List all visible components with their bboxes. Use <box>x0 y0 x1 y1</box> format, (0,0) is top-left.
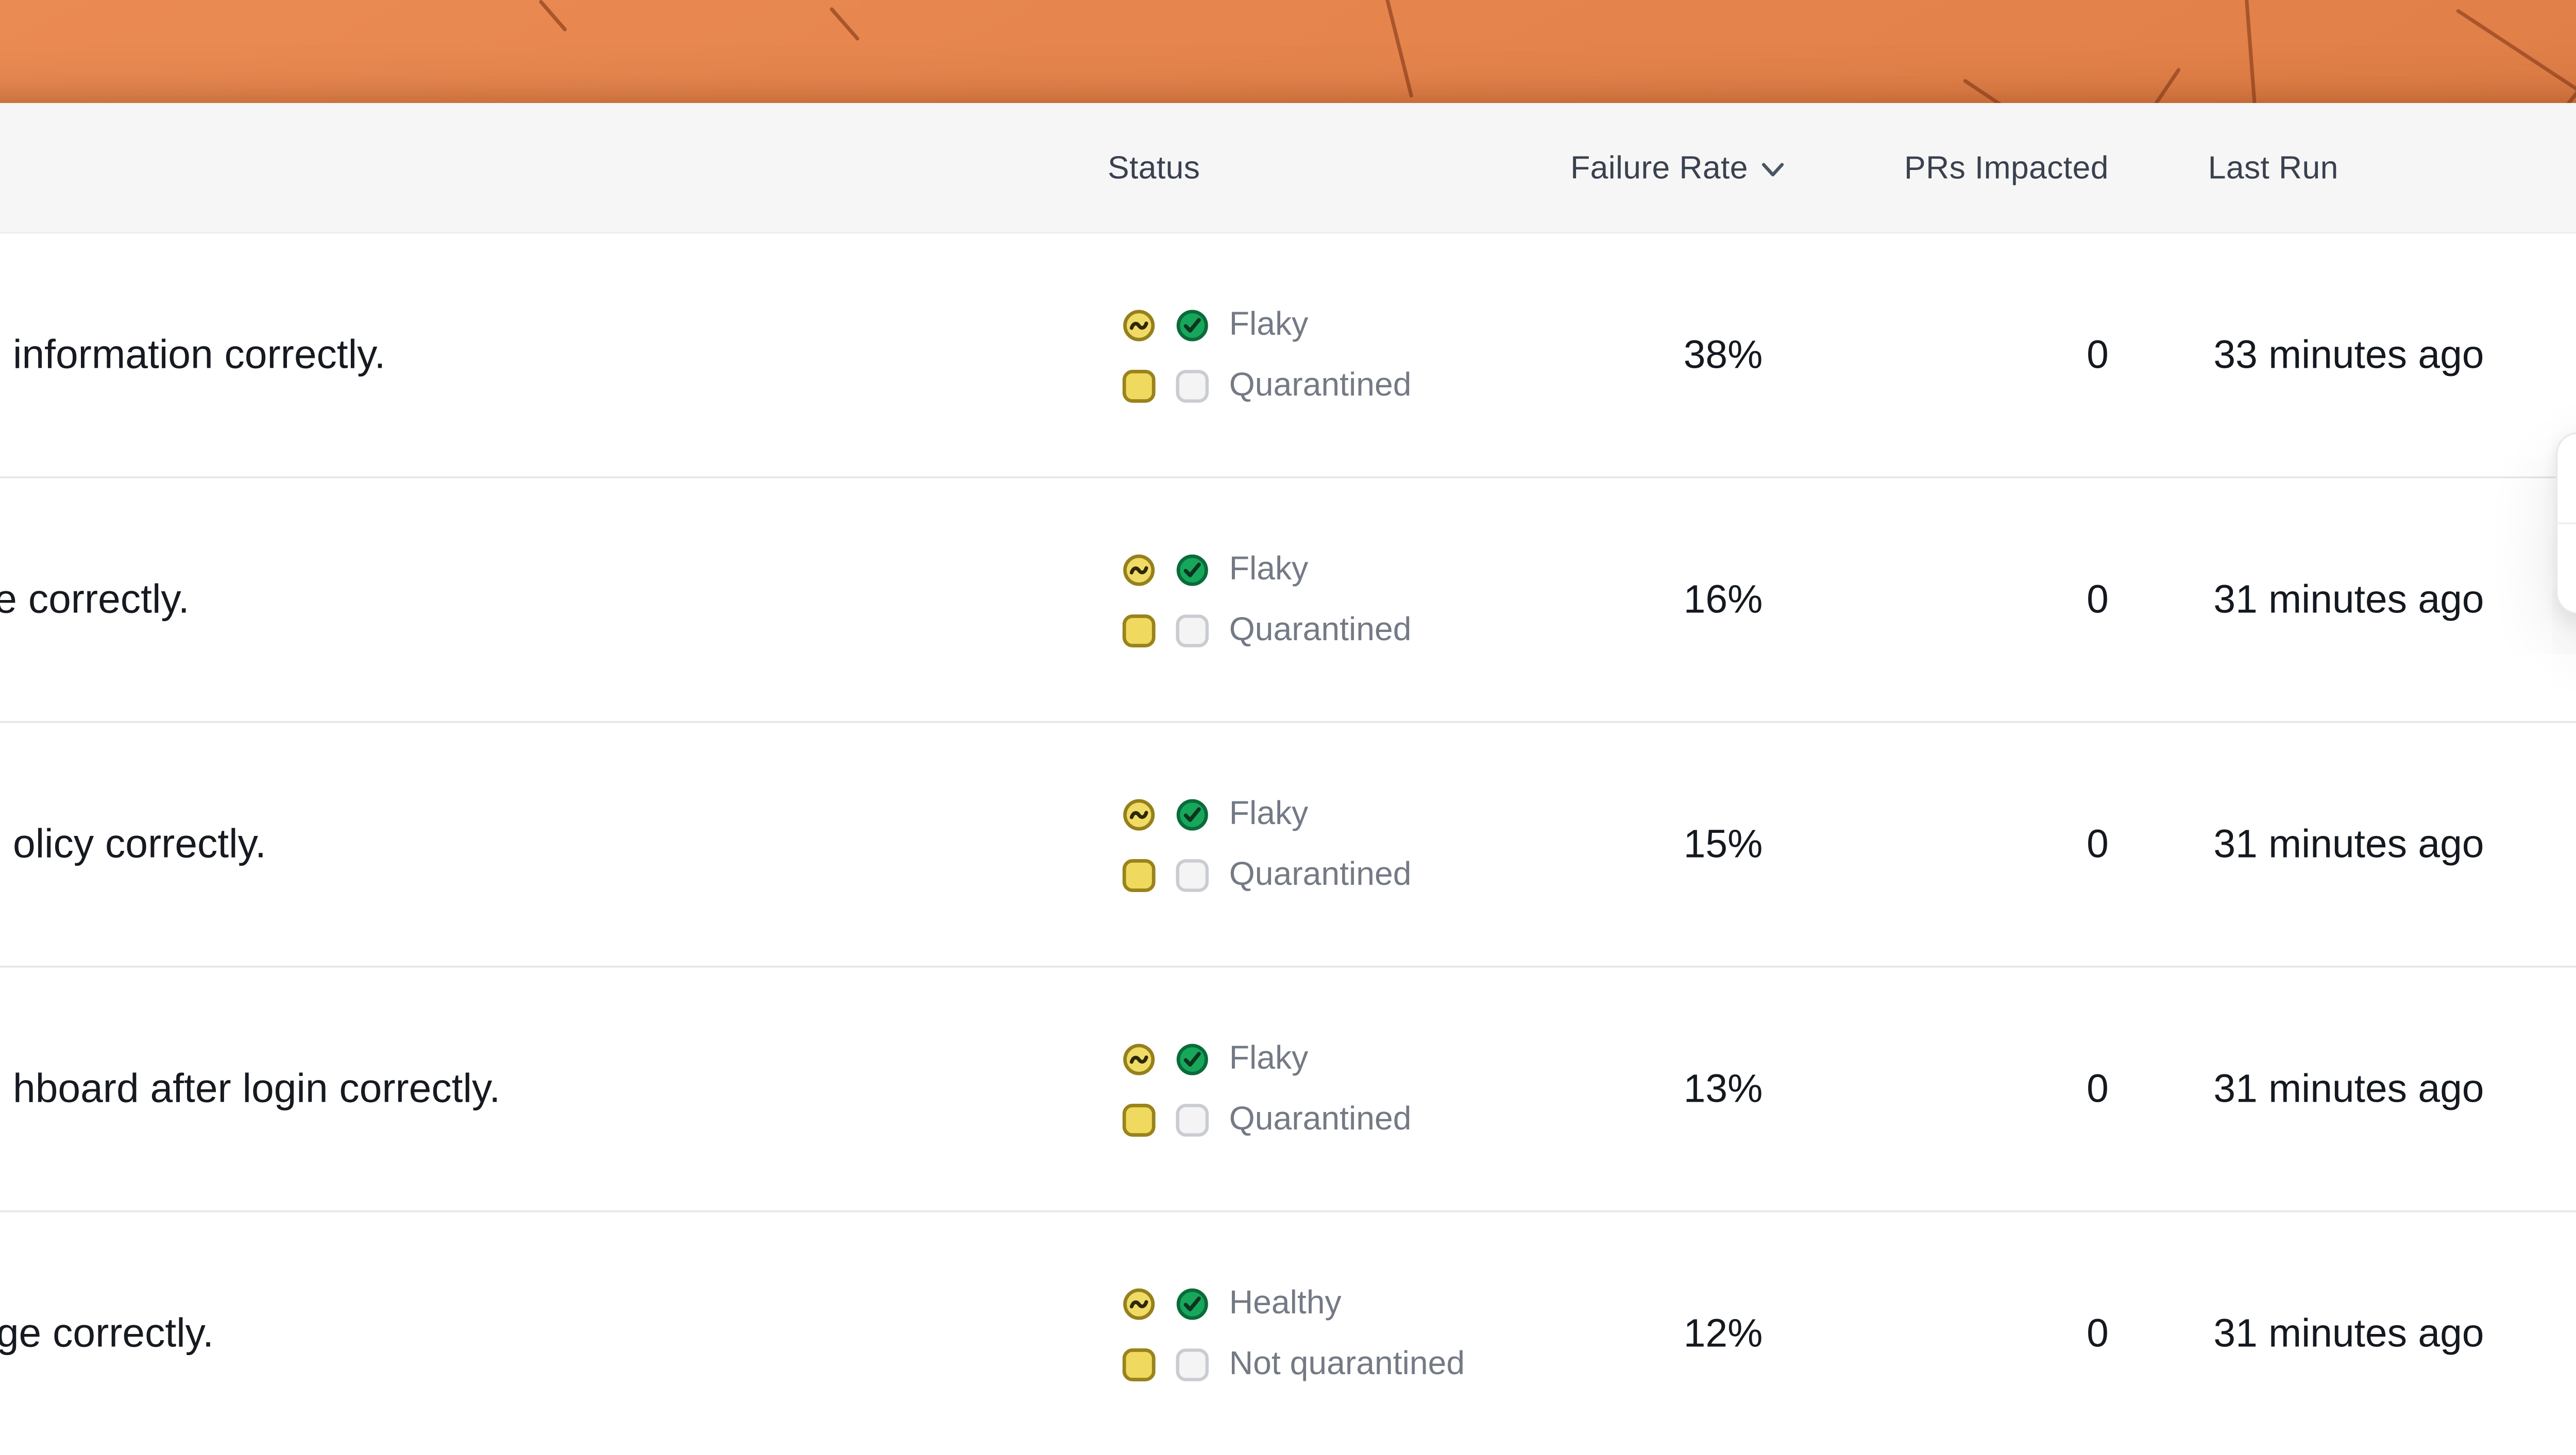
quarantine-label: Quarantined <box>1229 1100 1412 1137</box>
status-cell: Flaky Quarantined <box>1122 723 1490 966</box>
test-name-text: e correctly. <box>0 575 190 622</box>
failure-rate-cell: 15% <box>1683 821 1763 866</box>
prs-impacted-cell: 0 <box>2087 821 2109 866</box>
test-name-cell: information correctly. <box>0 234 1030 476</box>
quarantine-badge: Not quarantined <box>1122 1342 1465 1386</box>
test-name-text: hboard after login correctly. <box>13 1065 501 1111</box>
status-label: Flaky <box>1229 1039 1309 1076</box>
failure-rate-cell: 12% <box>1683 1310 1763 1355</box>
not-quarantined-square-icon <box>1176 369 1209 402</box>
not-quarantined-square-icon <box>1176 613 1209 646</box>
status-badge: Flaky <box>1123 547 1309 592</box>
flaky-wave-icon <box>1123 797 1156 830</box>
prs-impacted-cell: 0 <box>2087 332 2109 376</box>
last-run-cell: 33 minutes ago <box>2213 332 2484 376</box>
column-header-failure-rate[interactable]: Failure Rate <box>1435 103 1785 232</box>
status-badge: Flaky <box>1123 303 1309 347</box>
flaky-tests-table-panel: Status Failure Rate PRs Impacted Last Ru… <box>0 103 2576 1455</box>
not-quarantined-square-icon <box>1176 1103 1209 1136</box>
failure-rate-cell: 13% <box>1683 1066 1763 1110</box>
failure-rate-cell: 38% <box>1683 332 1763 376</box>
test-name-text: ge correctly. <box>0 1309 214 1356</box>
status-cell: Flaky Quarantined <box>1122 478 1490 721</box>
healthy-check-icon <box>1176 1287 1209 1320</box>
row-context-menu: Copy link View ticket <box>2555 432 2576 614</box>
menu-item-copy-link[interactable]: Copy link <box>2557 434 2576 523</box>
status-cell: Flaky Quarantined <box>1122 234 1490 476</box>
failure-rate-cell: 16% <box>1683 576 1763 621</box>
test-name-cell: hboard after login correctly. <box>0 968 1030 1210</box>
quarantined-square-icon <box>1122 369 1156 402</box>
table-row[interactable]: e correctly. Flaky <box>0 476 2576 721</box>
healthy-check-icon <box>1176 797 1209 830</box>
prs-impacted-cell: 0 <box>2087 1310 2109 1355</box>
test-name-cell: olicy correctly. <box>0 723 1030 966</box>
healthy-check-icon <box>1176 308 1209 341</box>
flaky-wave-icon <box>1123 1287 1156 1320</box>
flaky-wave-icon <box>1123 553 1156 586</box>
last-run-cell: 31 minutes ago <box>2213 821 2484 866</box>
healthy-check-icon <box>1176 1042 1209 1075</box>
quarantine-label: Quarantined <box>1229 610 1412 648</box>
last-run-cell: 31 minutes ago <box>2213 1310 2484 1355</box>
quarantine-badge: Quarantined <box>1122 852 1412 897</box>
quarantined-square-icon <box>1122 858 1156 892</box>
quarantine-label: Quarantined <box>1229 855 1412 893</box>
quarantine-badge: Quarantined <box>1122 1097 1412 1141</box>
column-header-last-run: Last Run <box>2208 148 2338 185</box>
not-quarantined-square-icon <box>1176 1347 1209 1380</box>
table-body: information correctly. Flaky <box>0 233 2576 1455</box>
status-label: Healthy <box>1229 1283 1342 1321</box>
prs-impacted-cell: 0 <box>2087 576 2109 621</box>
last-run-cell: 31 minutes ago <box>2213 576 2484 621</box>
status-badge: Flaky <box>1123 1037 1309 1081</box>
status-cell: Flaky Quarantined <box>1122 968 1490 1210</box>
column-header-prs-impacted: PRs Impacted <box>1904 148 2109 185</box>
test-name-cell: e correctly. <box>0 478 1030 721</box>
status-badge: Flaky <box>1123 792 1309 836</box>
prs-impacted-cell: 0 <box>2087 1066 2109 1110</box>
table-header-row: Status Failure Rate PRs Impacted Last Ru… <box>0 103 2576 234</box>
flaky-wave-icon <box>1123 1042 1156 1075</box>
quarantined-square-icon <box>1122 1347 1156 1381</box>
table-row[interactable]: olicy correctly. Flaky <box>0 721 2576 966</box>
chevron-down-icon <box>1762 163 1784 177</box>
status-label: Flaky <box>1229 794 1309 832</box>
table-row[interactable]: hboard after login correctly. Flaky <box>0 966 2576 1210</box>
quarantine-badge: Quarantined <box>1122 363 1412 407</box>
menu-item-view-ticket[interactable]: View ticket <box>2557 522 2576 613</box>
quarantine-badge: Quarantined <box>1122 608 1412 652</box>
status-label: Flaky <box>1229 550 1309 587</box>
not-quarantined-square-icon <box>1176 858 1209 891</box>
quarantined-square-icon <box>1122 613 1156 647</box>
test-name-text: olicy correctly. <box>13 820 266 867</box>
flaky-wave-icon <box>1123 308 1156 341</box>
quarantine-label: Quarantined <box>1229 366 1412 403</box>
status-badge: Healthy <box>1123 1281 1342 1326</box>
test-name-cell: ge correctly. <box>0 1212 1030 1455</box>
status-label: Flaky <box>1229 305 1309 343</box>
quarantined-square-icon <box>1122 1103 1156 1136</box>
healthy-check-icon <box>1176 553 1209 586</box>
table-row[interactable]: information correctly. Flaky <box>0 233 2576 476</box>
quarantine-label: Not quarantined <box>1229 1344 1465 1382</box>
table-row[interactable]: ge correctly. Healthy <box>0 1210 2576 1455</box>
column-header-status: Status <box>1108 148 1200 185</box>
last-run-cell: 31 minutes ago <box>2213 1066 2484 1110</box>
test-name-text: information correctly. <box>13 331 386 378</box>
